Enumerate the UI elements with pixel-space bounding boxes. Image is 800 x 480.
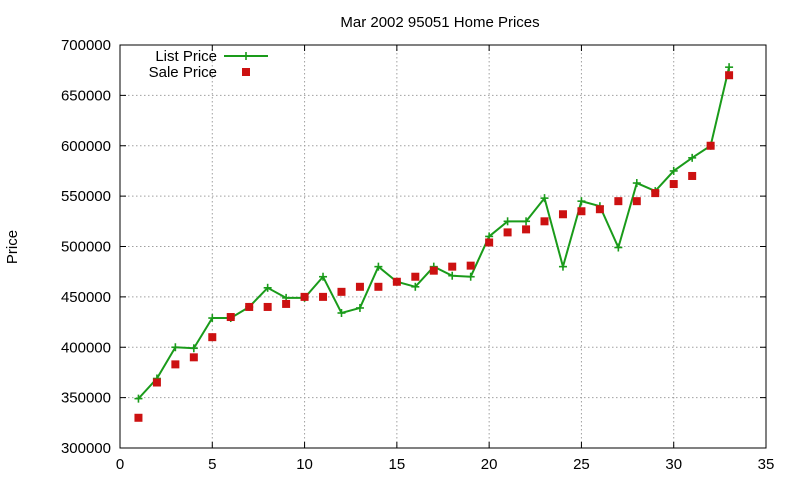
list-price-point (540, 194, 549, 203)
sale-price-point (614, 197, 623, 206)
sale-price-point (245, 302, 254, 311)
x-tick-label: 15 (389, 456, 406, 473)
list-price-point (171, 343, 180, 352)
sale-price-point (522, 225, 531, 234)
sale-price-point (226, 313, 235, 322)
sale-price-point (669, 180, 678, 189)
list-price-point (522, 217, 531, 226)
list-price-point (669, 166, 678, 175)
x-tick-label: 20 (481, 456, 498, 473)
sale-price-point (337, 287, 346, 296)
list-price-point (448, 271, 457, 280)
sale-price-point (651, 189, 660, 198)
y-tick-label: 700000 (61, 37, 111, 54)
sale-price-point (355, 282, 364, 291)
sale-price-series (134, 71, 734, 422)
x-tick-label: 35 (758, 456, 775, 473)
sale-price-point (725, 71, 734, 80)
list-price-point (189, 344, 198, 353)
list-price-point (374, 262, 383, 271)
sale-price-point (558, 210, 567, 219)
list-price-point (577, 197, 586, 206)
sale-price-point (152, 378, 161, 387)
list-price-point (263, 283, 272, 292)
x-tick-label: 5 (208, 456, 216, 473)
legend-marker-swatch (242, 52, 250, 60)
chart-title: Mar 2002 95051 Home Prices (340, 14, 539, 31)
y-axis-label: Price (4, 230, 21, 264)
y-tick-label: 600000 (61, 138, 111, 155)
grid (120, 45, 766, 448)
list-price-point (337, 308, 346, 317)
sale-price-point (374, 282, 383, 291)
list-price-series (134, 63, 734, 403)
list-price-point (319, 272, 328, 281)
sale-price-point (466, 261, 475, 270)
sale-price-point (429, 266, 438, 275)
x-tick-label: 30 (665, 456, 682, 473)
sale-price-point (577, 207, 586, 216)
sale-price-point (503, 228, 512, 237)
list-price-point (134, 394, 143, 403)
y-tick-label: 400000 (61, 339, 111, 356)
sale-price-point (411, 272, 420, 281)
list-price-point (688, 153, 697, 162)
series (134, 63, 734, 422)
plot-frame (119, 44, 767, 449)
x-tick-label: 10 (296, 456, 313, 473)
list-price-point (411, 282, 420, 291)
sale-price-point (282, 299, 291, 308)
y-tick-label: 450000 (61, 289, 111, 306)
sale-price-point (485, 238, 494, 247)
sale-price-point (263, 302, 272, 311)
sale-price-point (319, 292, 328, 301)
legend-marker-swatch (242, 68, 250, 76)
list-price-point (208, 314, 217, 323)
y-tick-label: 300000 (61, 440, 111, 457)
legend-item-list-price: List Price (155, 48, 268, 65)
list-price-point (558, 262, 567, 271)
sale-price-point (208, 333, 217, 342)
tick-labels: 300000 350000 400000 450000 500000 550000 6000… (61, 37, 774, 473)
sale-price-point (595, 205, 604, 214)
list-price-point (614, 243, 623, 252)
list-price-point (466, 272, 475, 281)
x-tick-label: 25 (573, 456, 590, 473)
legend-label: List Price (155, 48, 217, 65)
y-tick-label: 550000 (61, 188, 111, 205)
y-tick-label: 350000 (61, 390, 111, 407)
list-price-point (355, 303, 364, 312)
list-price-point (503, 217, 512, 226)
sale-price-point (540, 217, 549, 226)
sale-price-point (688, 171, 697, 180)
sale-price-point (632, 197, 641, 206)
legend-label: Sale Price (149, 64, 217, 81)
x-tick-label: 0 (116, 456, 124, 473)
list-price-point (632, 179, 641, 188)
sale-price-point (300, 292, 309, 301)
list-price-line (137, 66, 731, 400)
sale-price-point (448, 262, 457, 271)
y-tick-label: 500000 (61, 239, 111, 256)
sale-price-point (706, 141, 715, 150)
legend-item-sale-price: Sale Price (149, 64, 250, 81)
list-price-point (725, 63, 734, 72)
sale-price-point (189, 353, 198, 362)
sale-price-point (134, 413, 143, 422)
sale-price-point (392, 277, 401, 286)
y-tick-label: 650000 (61, 87, 111, 104)
sale-price-point (171, 360, 180, 369)
